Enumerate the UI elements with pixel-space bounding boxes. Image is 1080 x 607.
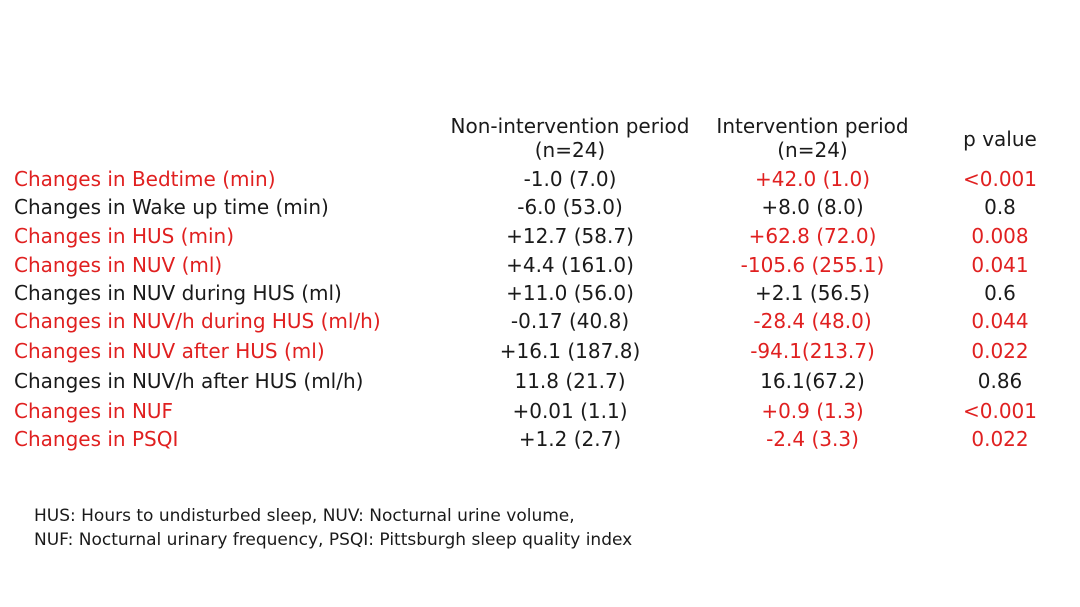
table-row: Changes in HUS (min) +12.7 (58.7) +62.8 … — [0, 222, 1080, 250]
non-intervention-cell: +4.4 (161.0) — [506, 253, 634, 277]
non-intervention-cell: 11.8 (21.7) — [514, 369, 626, 393]
abbreviations-footnote: HUS: Hours to undisturbed sleep, NUV: No… — [34, 504, 632, 552]
footnote-line-2: NUF: Nocturnal urinary frequency, PSQI: … — [34, 530, 633, 550]
intervention-cell: +0.9 (1.3) — [761, 399, 864, 423]
non-intervention-cell: -6.0 (53.0) — [517, 195, 623, 219]
p-value-cell: 0.022 — [971, 339, 1029, 363]
p-value-cell: <0.001 — [962, 167, 1037, 191]
row-label: Changes in NUV/h after HUS (ml/h) — [14, 369, 364, 393]
row-label: Changes in NUF — [14, 399, 174, 423]
non-intervention-cell: -1.0 (7.0) — [523, 167, 617, 191]
table-row: Changes in Wake up time (min) -6.0 (53.0… — [0, 193, 1080, 221]
p-value-cell: <0.001 — [962, 399, 1037, 423]
intervention-cell: +42.0 (1.0) — [754, 167, 871, 191]
non-intervention-cell: +0.01 (1.1) — [512, 399, 628, 423]
table-row: Changes in NUV (ml) +4.4 (161.0) -105.6 … — [0, 251, 1080, 279]
p-value-cell: 0.008 — [971, 224, 1029, 248]
row-label: Changes in NUV during HUS (ml) — [14, 281, 342, 305]
p-value-cell: 0.8 — [984, 195, 1016, 219]
table-row: Changes in NUV/h after HUS (ml/h) 11.8 (… — [0, 367, 1080, 395]
intervention-cell: -2.4 (3.3) — [766, 427, 859, 451]
non-intervention-cell: -0.17 (40.8) — [510, 309, 630, 333]
row-label: Changes in NUV (ml) — [14, 253, 223, 277]
header-non-intervention-period: Non-intervention period (n=24) — [440, 114, 700, 162]
intervention-cell: +8.0 (8.0) — [761, 195, 864, 219]
table-row: Changes in NUF +0.01 (1.1) +0.9 (1.3) <0… — [0, 397, 1080, 425]
table-row: Changes in PSQI +1.2 (2.7) -2.4 (3.3) 0.… — [0, 425, 1080, 453]
non-intervention-cell: +12.7 (58.7) — [506, 224, 634, 248]
non-intervention-cell: +16.1 (187.8) — [499, 339, 641, 363]
non-intervention-cell: +1.2 (2.7) — [518, 427, 622, 451]
table-row: Changes in NUV/h during HUS (ml/h) -0.17… — [0, 307, 1080, 335]
non-intervention-cell: +11.0 (56.0) — [506, 281, 634, 305]
header-intervention-n: (n=24) — [777, 138, 848, 162]
table-row: Changes in NUV during HUS (ml) +11.0 (56… — [0, 279, 1080, 307]
table-row: Changes in Bedtime (min) -1.0 (7.0) +42.… — [0, 165, 1080, 193]
header-non-intervention-n: (n=24) — [534, 138, 606, 162]
p-value-cell: 0.041 — [971, 253, 1029, 277]
intervention-cell: 16.1(67.2) — [760, 369, 865, 393]
intervention-cell: +62.8 (72.0) — [748, 224, 877, 248]
row-label: Changes in PSQI — [14, 427, 179, 451]
row-label: Changes in Wake up time (min) — [14, 195, 329, 219]
p-value-cell: 0.86 — [977, 369, 1023, 393]
header-intervention-period: Intervention period (n=24) — [700, 114, 925, 162]
table-row: Changes in NUV after HUS (ml) +16.1 (187… — [0, 337, 1080, 365]
p-value-cell: 0.044 — [971, 309, 1029, 333]
row-label: Changes in NUV after HUS (ml) — [14, 339, 325, 363]
header-p-value-label: p value — [963, 127, 1037, 151]
p-value-cell: 0.6 — [984, 281, 1016, 305]
row-label: Changes in HUS (min) — [14, 224, 234, 248]
p-value-cell: 0.022 — [971, 427, 1029, 451]
header-p-value: p value — [950, 127, 1050, 151]
intervention-cell: -28.4 (48.0) — [753, 309, 872, 333]
row-label: Changes in NUV/h during HUS (ml/h) — [14, 309, 381, 333]
intervention-cell: -105.6 (255.1) — [740, 253, 885, 277]
intervention-cell: -94.1(213.7) — [750, 339, 875, 363]
intervention-cell: +2.1 (56.5) — [754, 281, 871, 305]
header-non-intervention-title: Non-intervention period — [450, 114, 690, 138]
header-intervention-title: Intervention period — [716, 114, 909, 138]
row-label: Changes in Bedtime (min) — [14, 167, 276, 191]
footnote-line-1: HUS: Hours to undisturbed sleep, NUV: No… — [34, 506, 575, 526]
